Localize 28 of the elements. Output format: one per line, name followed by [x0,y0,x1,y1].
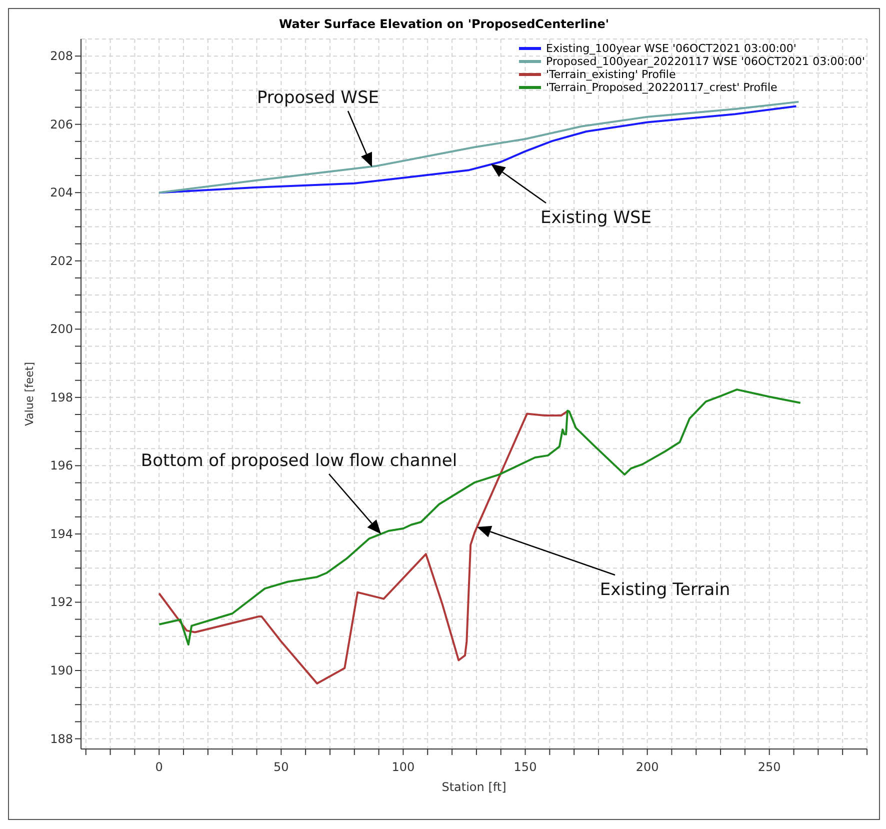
legend-label: 'Terrain_existing' Profile [546,68,676,81]
y-tick-label: 208 [50,49,73,64]
x-tick-label: 0 [155,760,163,774]
x-tick-label: 100 [392,760,415,774]
legend-label: 'Terrain_Proposed_20220117_crest' Profile [546,81,778,94]
y-tick-label: 198 [50,390,73,404]
x-axis-title: Station [ft] [442,780,506,794]
annotation: Existing Terrain [600,580,730,600]
x-tick-label: 250 [758,760,781,774]
legend-label: Existing_100year WSE '06OCT2021 03:00:00' [546,42,796,55]
x-tick-label: 50 [274,760,289,774]
annotation: Proposed WSE [256,88,380,108]
annotation: Existing WSE [540,208,652,228]
y-tick-label: 194 [50,526,73,541]
y-tick-label: 200 [50,322,73,336]
y-axis-title: Value [feet] [22,362,36,426]
y-tick-label: 206 [50,117,73,132]
chart-title: Water Surface Elevation on 'ProposedCenterline' [278,17,610,31]
y-tick-label: 196 [50,458,73,473]
x-tick-label: 200 [636,760,659,774]
x-tick-label: 150 [514,760,537,774]
y-tick-label: 204 [50,186,73,200]
annotation: Bottom of proposed low flow channel [140,451,458,471]
y-tick-label: 202 [50,254,73,268]
y-tick-label: 192 [50,595,73,610]
y-tick-label: 190 [50,663,73,678]
legend-label: Proposed_100year_20220117 WSE '06OCT2021 03:00:00' [546,55,865,68]
y-tick-label: 188 [50,732,73,746]
